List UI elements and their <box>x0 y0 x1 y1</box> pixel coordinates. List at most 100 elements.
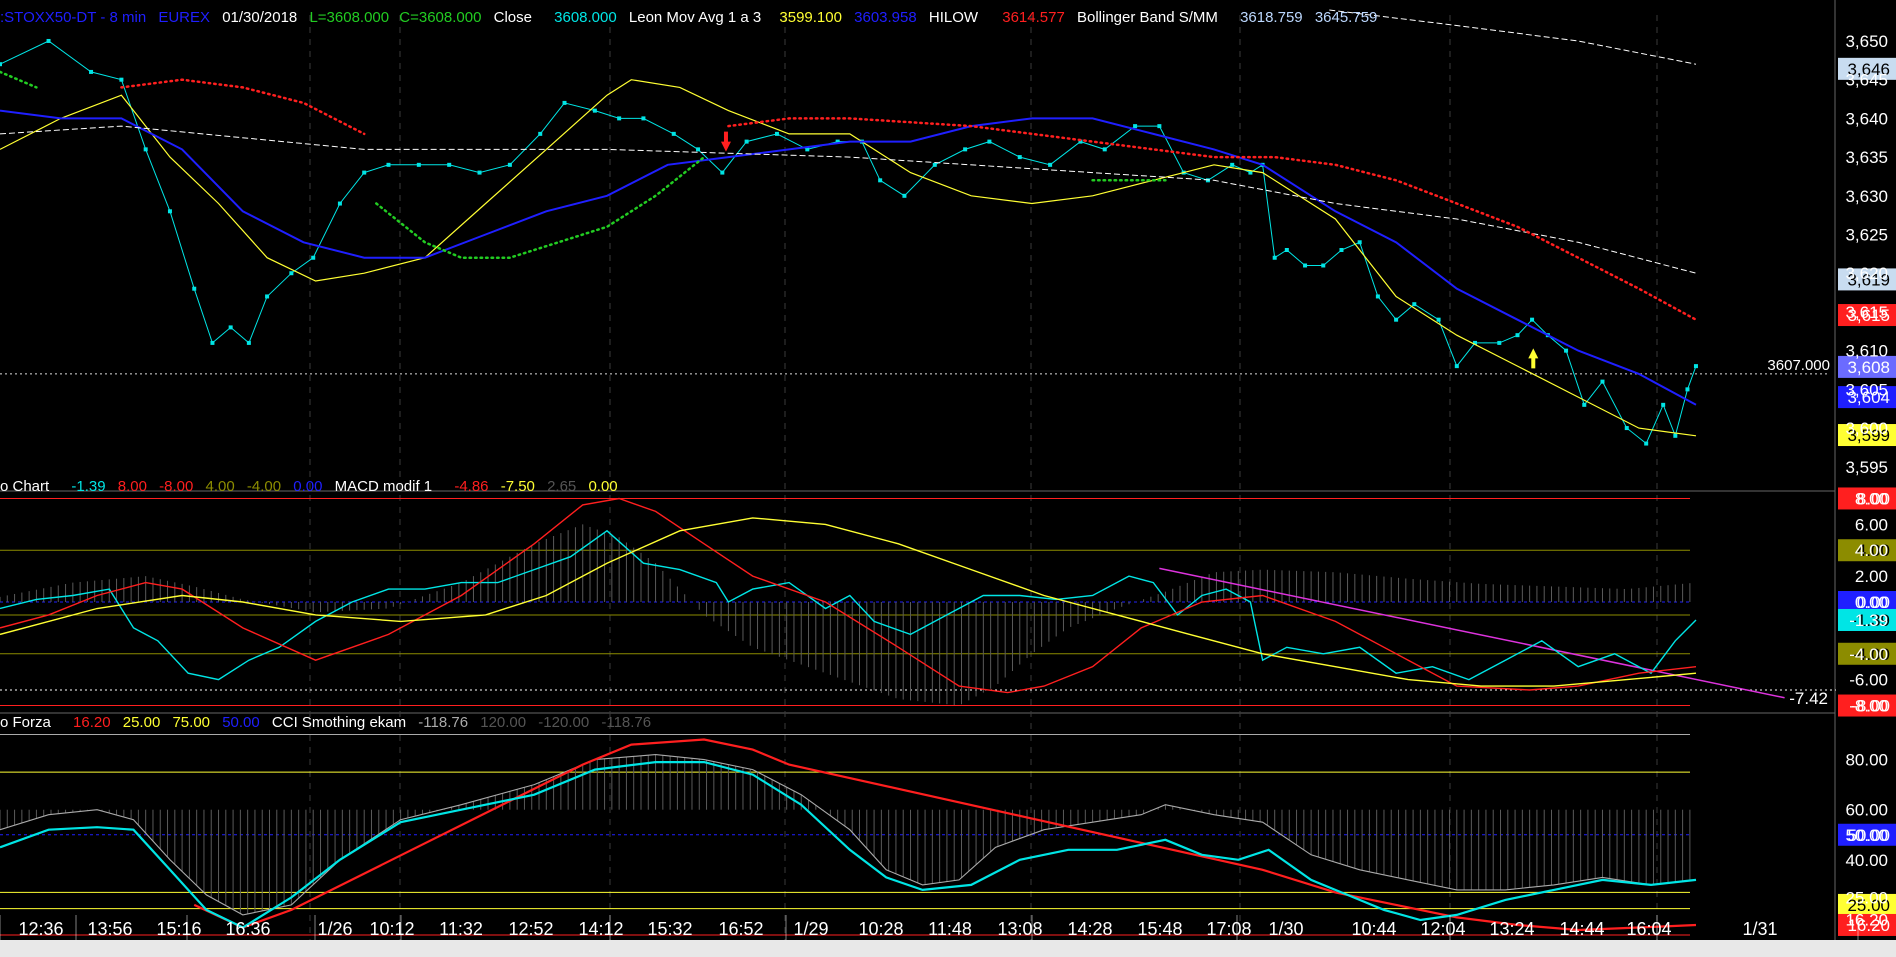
close-point <box>246 340 251 345</box>
close-point <box>1357 240 1362 245</box>
value-tag <box>1838 642 1896 665</box>
trendline[interactable] <box>1159 567 1785 699</box>
close-point <box>641 116 646 121</box>
macd-pane[interactable]: -7.42 8.00 4.00 0.00-1.39 -4.00 -8.00 <box>0 487 1896 717</box>
price-series-moving-average-1[interactable] <box>0 79 1697 437</box>
close-point <box>1436 317 1441 322</box>
macd-tick-label: 2.00 <box>1855 567 1888 586</box>
close-point <box>228 325 233 330</box>
close-point <box>1133 124 1138 129</box>
close-point <box>1102 147 1107 152</box>
axes: 3,650 3,645 3,640 3,635 3,630 3,625 3,620 3,615… <box>0 32 1888 940</box>
value-tag <box>1838 823 1896 846</box>
close-point <box>89 69 94 74</box>
price-tick-label: 3,635 <box>1845 148 1888 167</box>
x-tick-label: 13:08 <box>997 919 1042 939</box>
x-tick-label: 12:04 <box>1420 919 1465 939</box>
value-tag-label: -8.00 <box>1851 697 1890 716</box>
cci-series-cci-gray[interactable] <box>0 754 1697 916</box>
close-point <box>362 170 367 175</box>
macd-series-macd-red[interactable] <box>0 497 1697 694</box>
close-point <box>617 116 622 121</box>
price-tick-label: 3,650 <box>1845 32 1888 51</box>
value-tag <box>1838 608 1896 631</box>
value-tag-label: 3,608 <box>1847 358 1890 377</box>
macd-value-1: -1.39 <box>71 478 106 495</box>
price-series-hilow-resistance-5[interactable] <box>120 78 366 136</box>
price-tick-label: 3,610 <box>1845 342 1888 361</box>
macd-header: o Chart -1.39 8.00 -8.00 4.00 -4.00 0.00… <box>0 478 626 495</box>
cci-value-7: -120.00 <box>538 714 590 731</box>
macd-value-9: 2.65 <box>547 478 577 495</box>
macd-value-8: -7.50 <box>500 478 535 495</box>
price-tick-label: 3,645 <box>1845 71 1888 90</box>
x-tick-label: 11:48 <box>928 919 972 939</box>
cci-value-1: 16.20 <box>73 714 111 731</box>
macd-value-5: -4.00 <box>246 478 282 495</box>
exchange-label: EUREX <box>158 9 211 26</box>
cci-value-5: -118.76 <box>418 714 469 731</box>
close-point <box>538 131 543 136</box>
price-series-average-2[interactable] <box>0 109 1697 406</box>
value-tag <box>1838 539 1896 562</box>
macd-tick-label: -6.00 <box>1849 671 1888 690</box>
price-series-close-0[interactable] <box>0 40 1697 445</box>
close-point <box>1375 294 1380 299</box>
close-point <box>337 201 342 206</box>
price-tick-label: 3,605 <box>1845 380 1888 399</box>
x-tick-label: 10:12 <box>369 919 414 939</box>
symbol-label: :STOXX50-DT - 8 min <box>0 9 147 26</box>
date-label: 01/30/2018 <box>222 9 298 26</box>
macd-value-4: 4.00 <box>205 478 235 495</box>
close-point <box>447 162 452 167</box>
price-series-hilow-support-7[interactable] <box>0 70 38 89</box>
price-pane[interactable]: 3607.000 3,646 3,619 3,615 3,608 3,604 3,599 <box>0 9 1896 447</box>
x-tick-label: 14:44 <box>1559 919 1604 939</box>
price-series-hilow-resistance-6[interactable] <box>727 117 1698 321</box>
x-tick-label: 1/26 <box>317 919 352 939</box>
macd-value-6: 0.00 <box>293 478 323 495</box>
close-point <box>963 147 968 152</box>
macd-series-macd-oscillator[interactable] <box>0 529 1697 681</box>
x-tick-label: 16:36 <box>225 919 270 939</box>
current-price-label: 3607.000 <box>1767 357 1830 374</box>
close-point <box>1685 387 1690 392</box>
x-tick-label: 1/31 <box>1742 919 1777 939</box>
hilow-label: HILOW <box>928 9 979 26</box>
bollinger-label: Bollinger Band S/MM <box>1076 9 1218 26</box>
x-tick-label: 13:24 <box>1489 919 1534 939</box>
close-point <box>671 131 676 136</box>
macd-series-macd-signal[interactable] <box>0 517 1697 687</box>
x-tick-label: 1/29 <box>793 919 828 939</box>
bollinger-value-1: 3618.759 <box>1240 9 1303 26</box>
close-point <box>878 178 883 183</box>
close-point <box>774 131 779 136</box>
moving-average-label: Leon Mov Avg 1 a 3 <box>628 9 762 26</box>
close-point <box>477 170 482 175</box>
horizontal-scrollbar[interactable] <box>0 940 1896 957</box>
cci-tick-label: 80.00 <box>1845 751 1888 770</box>
x-tick-label: 10:28 <box>858 919 903 939</box>
cci-value-8: -118.76 <box>601 714 652 731</box>
close-point <box>720 170 725 175</box>
close-point <box>1272 255 1277 260</box>
value-tag-label: 3,619 <box>1847 270 1890 289</box>
value-tag <box>1838 591 1896 613</box>
cci-series-cci-cyan[interactable] <box>0 761 1697 929</box>
close-point <box>1564 348 1569 353</box>
cci-series-cci-red[interactable] <box>193 738 1697 932</box>
close-point <box>1339 248 1344 252</box>
macd-tick-label: -1.39 <box>1849 611 1888 630</box>
macd-tick-label: 0.00 <box>1855 593 1888 612</box>
price-series-bollinger-lower-4[interactable] <box>1329 9 1697 65</box>
close-point <box>1454 364 1459 369</box>
close-point <box>0 62 2 67</box>
price-series-bollinger-upper-3[interactable] <box>0 125 1697 274</box>
value-tag-label: 8.00 <box>1857 489 1890 508</box>
close-point <box>311 255 316 260</box>
value-tag-label: 3,599 <box>1847 426 1890 445</box>
price-series-hilow-support-8[interactable] <box>375 155 706 259</box>
x-tick-label: 14:12 <box>578 919 623 939</box>
